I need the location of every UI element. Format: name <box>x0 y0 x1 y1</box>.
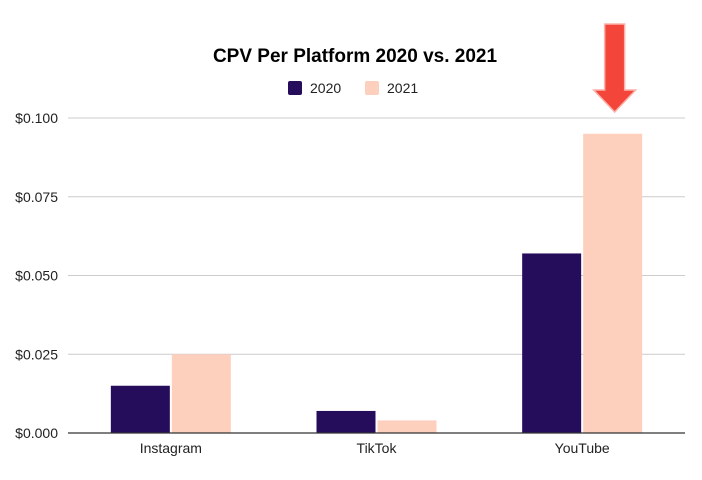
y-tick-label: $0.025 <box>15 346 58 362</box>
x-tick-label-tiktok: TikTok <box>357 440 398 456</box>
bars <box>68 133 685 434</box>
down-arrow-icon <box>591 23 638 114</box>
y-tick-label: $0.000 <box>15 425 58 441</box>
legend-label-2021: 2021 <box>387 80 418 96</box>
y-tick-label: $0.075 <box>15 189 58 205</box>
y-tick-label: $0.100 <box>15 110 58 126</box>
bar-youtube-2021 <box>583 133 643 433</box>
x-tick-label-instagram: Instagram <box>140 440 202 456</box>
bar-instagram-2020 <box>110 385 170 433</box>
x-tick-label-youtube: YouTube <box>555 440 610 456</box>
gridlines <box>68 117 685 355</box>
legend-swatch-2021 <box>365 81 379 95</box>
y-axis-ticks: $0.000 $0.025 $0.050 $0.075 $0.100 <box>15 110 58 441</box>
chart-title: CPV Per Platform 2020 vs. 2021 <box>213 46 498 67</box>
annotation <box>591 23 638 114</box>
bar-tiktok-2021 <box>377 420 437 433</box>
bar-tiktok-2020 <box>316 410 376 433</box>
legend: 2020 2021 <box>288 80 418 96</box>
x-axis-ticks: Instagram TikTok YouTube <box>140 440 610 456</box>
bar-instagram-2021 <box>171 354 231 433</box>
y-tick-label: $0.050 <box>15 268 58 284</box>
legend-swatch-2020 <box>288 81 302 95</box>
legend-label-2020: 2020 <box>310 80 341 96</box>
bar-youtube-2020 <box>522 253 582 433</box>
